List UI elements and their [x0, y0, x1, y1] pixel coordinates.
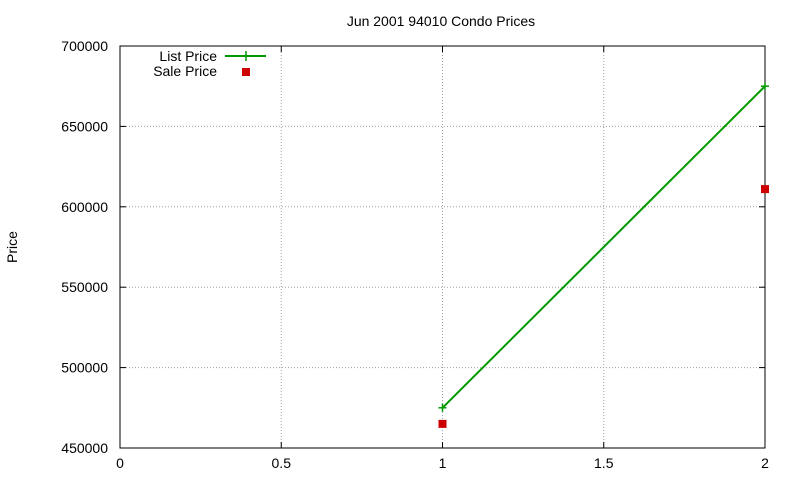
legend-label-sale-price: Sale Price	[153, 63, 217, 79]
x-tick-label: 2	[761, 455, 769, 471]
list-price-point	[761, 82, 769, 91]
legend-marker-list-price	[241, 51, 251, 61]
plot-frame	[119, 45, 766, 449]
grid-lines	[120, 46, 765, 448]
y-tick-label: 450000	[61, 440, 108, 456]
y-tick-label: 600000	[61, 199, 108, 215]
y-axis-label: Price	[4, 231, 20, 263]
y-tick-label: 650000	[61, 118, 108, 134]
series-layer	[438, 82, 769, 428]
tick-labels: 0 0.5 1 1.5 2 450000 500000 550000 600000 650000 7…	[61, 38, 769, 471]
list-price-line	[441, 85, 766, 409]
legend: List Price Sale Price	[153, 48, 266, 79]
legend-marker-sale-price	[242, 68, 250, 76]
x-tick-label: 0	[116, 455, 124, 471]
chart-title: Jun 2001 94010 Condo Prices	[347, 13, 535, 29]
legend-label-list-price: List Price	[159, 48, 217, 64]
y-tick-label: 700000	[61, 38, 108, 54]
sale-price-point	[438, 419, 447, 428]
sale-price-point	[761, 185, 769, 194]
x-tick-label: 1	[439, 455, 447, 471]
list-price-point	[438, 403, 447, 412]
y-tick-label: 500000	[61, 360, 108, 376]
x-tick-label: 1.5	[594, 455, 614, 471]
x-tick-label: 0.5	[272, 455, 292, 471]
y-tick-label: 550000	[61, 279, 108, 295]
